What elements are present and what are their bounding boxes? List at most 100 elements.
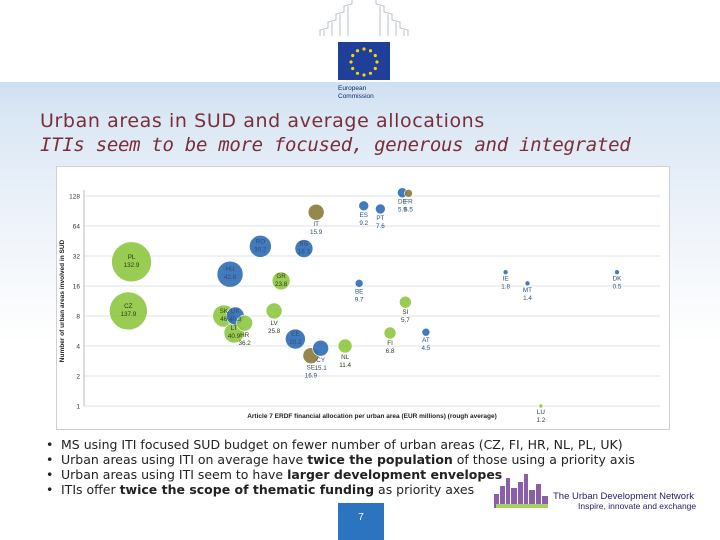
x-axis-title: Article 7 ERDF financial allocation per … xyxy=(247,413,497,420)
data-label-country: RO xyxy=(256,238,266,245)
data-label-value: 42.8 xyxy=(224,274,237,281)
data-label-value: 1.8 xyxy=(501,284,510,291)
data-label-country: FI xyxy=(387,340,393,347)
data-label-country: UK xyxy=(231,308,241,315)
slide-subtitle: ITIs seem to be more focused, generous a… xyxy=(40,134,631,156)
data-label-value: 1.2 xyxy=(536,417,545,424)
data-label-value: 40.9 xyxy=(228,333,241,340)
data-label-value: 9.2 xyxy=(359,220,368,227)
data-label-value: 132.9 xyxy=(124,262,140,269)
y-tick-label: 64 xyxy=(73,224,81,231)
bullet-text: of those using a priority axis xyxy=(452,452,635,467)
bullet-item: • MS using ITI focused SUD budget on fewe… xyxy=(46,437,706,452)
y-tick-label: 16 xyxy=(73,284,81,291)
data-label-value: 15.1 xyxy=(315,365,328,372)
data-label-country: CZ xyxy=(124,303,133,310)
bullet-text: Urban areas using ITI seem to have xyxy=(61,467,288,482)
bubble-mt xyxy=(524,280,531,287)
bullet-dot: • xyxy=(46,452,54,467)
data-label-country: LV xyxy=(270,320,278,327)
bubble-be xyxy=(354,279,364,288)
network-tagline: Inspire, innovate and exchange xyxy=(578,501,697,511)
european-commission-logo: European Commission xyxy=(319,0,409,100)
bullet-text: as priority axes xyxy=(374,482,475,497)
data-label-country: IT xyxy=(313,221,319,228)
urban-network-skyline-icon xyxy=(494,474,548,508)
bullet-text: twice the population xyxy=(307,452,453,467)
data-label-value: 1.4 xyxy=(523,295,532,302)
data-label-country: ES xyxy=(360,212,368,219)
data-label-value: 6.8 xyxy=(386,348,395,355)
bubble-pl xyxy=(111,241,152,283)
data-label-country: DE xyxy=(398,199,407,206)
data-label-value: 5.5 xyxy=(404,206,413,213)
bubble-at xyxy=(421,327,431,337)
data-label-country: PT xyxy=(376,215,384,222)
bubble-hu xyxy=(216,260,244,288)
data-label-value: 5.7 xyxy=(401,317,410,324)
data-label-country: SE xyxy=(307,365,315,372)
data-label-country: SI xyxy=(402,309,408,316)
page-number-box xyxy=(338,503,384,540)
data-label-value: 5.9 xyxy=(398,207,407,214)
data-label-country: PL xyxy=(128,254,136,261)
bullet-list: • MS using ITI focused SUD budget on fewe… xyxy=(46,437,706,497)
bubble-nl xyxy=(337,338,353,354)
bubble-ee xyxy=(285,328,306,350)
y-axis-title: Number of urban areas involved in SUD xyxy=(59,239,66,362)
data-label-country: NL xyxy=(341,354,350,361)
logo-text-line2: Commission xyxy=(338,93,374,100)
data-label-country: HU xyxy=(226,266,236,273)
y-tick-label: 8 xyxy=(76,314,80,321)
data-label-value: 20.2 xyxy=(289,339,302,346)
y-tick-label: 2 xyxy=(76,374,80,381)
data-label-value: 23.8 xyxy=(275,281,288,288)
bullet-item: • Urban areas using ITI seem to have larg… xyxy=(46,467,706,482)
data-label-value: 16.9 xyxy=(305,373,318,380)
data-label-value: 18.3 xyxy=(298,249,311,256)
data-label-country: IE xyxy=(503,276,509,283)
bubble-chart: 1 2 4 8 16 32 64 128 Number of urban areas invol… xyxy=(59,187,660,424)
bubble-gr xyxy=(271,271,291,291)
data-label-country: HR xyxy=(240,332,250,339)
bubble-fr xyxy=(404,189,413,198)
bullet-dot: • xyxy=(46,482,54,497)
bullet-item: • ITIs offer twice the scope of thematic … xyxy=(46,482,706,497)
data-label-value: 36.2 xyxy=(238,340,251,347)
bubble-it xyxy=(307,203,325,221)
data-label-country: FR xyxy=(404,198,413,205)
data-label-value: 9.7 xyxy=(355,296,364,303)
bubble-cz xyxy=(109,291,148,331)
bubble-lv xyxy=(265,302,283,320)
y-tick-label: 32 xyxy=(73,254,81,261)
bubble-fi xyxy=(383,326,397,340)
data-label-value: 25.8 xyxy=(268,328,281,335)
bubble-lu xyxy=(538,403,544,409)
bullet-text: MS using ITI focused SUD budget on fewer… xyxy=(61,437,623,452)
data-label-value: 137.9 xyxy=(120,311,136,318)
bullet-item: • Urban areas using ITI on average have t… xyxy=(46,452,706,467)
data-label-value: 40.3 xyxy=(229,316,242,323)
bullet-dot: • xyxy=(46,467,54,482)
bubble-si xyxy=(399,295,412,309)
data-label-country: EE xyxy=(291,331,299,338)
logo-text-line1: European xyxy=(338,85,367,92)
data-label-value: 4.5 xyxy=(422,345,431,352)
bullet-text: ITIs offer xyxy=(61,482,120,497)
data-label-country: MT xyxy=(523,287,532,294)
data-label-value: 11.4 xyxy=(339,362,351,369)
bubble-cy xyxy=(312,339,329,357)
network-name: The Urban Development Network xyxy=(553,491,694,502)
data-label-country: BG xyxy=(299,241,308,248)
bullet-text: Urban areas using ITI on average have xyxy=(61,452,308,467)
bubble-es xyxy=(358,200,370,212)
page-number: 7 xyxy=(358,512,364,523)
data-label-value: 7.6 xyxy=(376,223,385,230)
data-label-country: BE xyxy=(355,288,363,295)
data-label-country: LT xyxy=(231,325,238,332)
data-label-country: DK xyxy=(613,276,623,283)
data-label-value: 15.9 xyxy=(310,229,323,236)
y-tick-label: 1 xyxy=(76,404,80,411)
bubble-ie xyxy=(502,269,509,276)
bubble-ro xyxy=(249,235,272,258)
